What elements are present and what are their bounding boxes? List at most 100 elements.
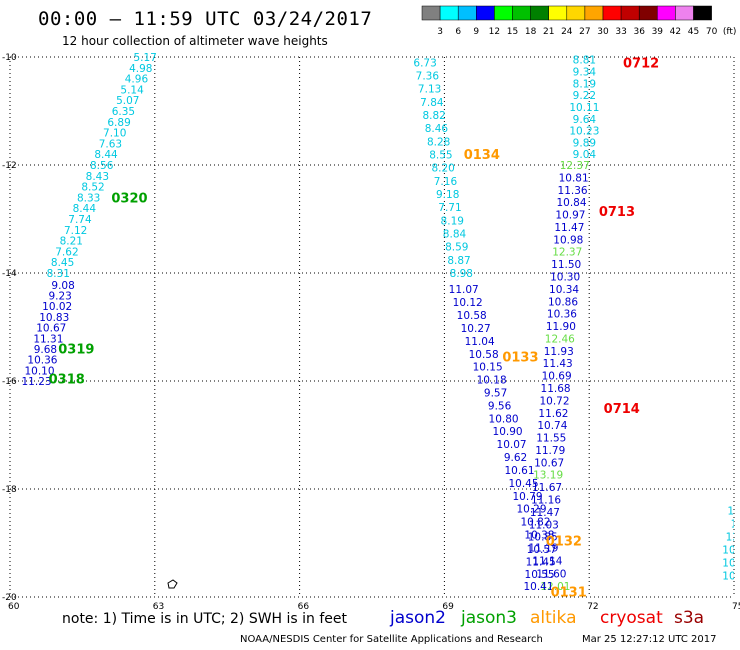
wave-height-value: 11.90 [546,321,576,333]
colorbar-label: (ft) [723,27,737,37]
colorbar-label: 3 [437,27,443,37]
wave-height-value: 10.36 [547,309,577,321]
wave-height-value: 10.86 [548,296,578,308]
wave-height-value: 7.16 [434,176,458,188]
colorbar-label: 36 [633,27,645,37]
wave-height-value: 11.62 [538,408,568,420]
wave-height-value: 11.47 [554,222,584,234]
wave-height-value: 11.31 [33,333,63,345]
wave-height-value: 9.23 [48,291,71,303]
wave-height-value: 12. [726,532,740,544]
wave-height-value: 11.14 [532,555,562,567]
wave-height-value: 10.69 [542,371,572,383]
wave-height-value: 10.9 [722,570,740,582]
wave-height-value: 10.80 [489,413,519,425]
wave-height-value: 8.81 [573,55,596,67]
wave-height-value: 8.19 [441,215,464,227]
wave-height-value: 11.36 [558,185,588,197]
legend-s3a: s3a [674,608,705,628]
colorbar-label: 24 [561,27,573,37]
wave-height-value: 8.84 [443,229,467,241]
wave-height-value: 8.28 [427,136,450,148]
wave-height-value: 11.68 [541,383,571,395]
wave-height-value: 12.46 [545,333,575,345]
wave-height-value: 8.21 [60,236,83,248]
colorbar-label: 33 [615,27,626,37]
wave-height-value: 8.33 [77,192,100,204]
wave-height-value: 10.02 [42,301,72,313]
wave-height-value: 12.01 [540,581,570,593]
colorbar-swatch [693,5,712,21]
wave-height-value: 10.84 [556,197,586,209]
wave-height-value: 11.93 [544,346,574,358]
wave-height-value: 10.61 [504,465,534,477]
wave-height-value: 10.45 [508,478,538,490]
wave-height-value: 8.87 [447,255,470,267]
wave-height-value: 11.47 [530,507,560,519]
legend-cryosat: cryosat [600,608,663,628]
footer-credit: NOAA/NESDIS Center for Satellite Applica… [240,634,543,645]
wave-height-value: 10.72 [539,395,569,407]
wave-height-value: 9.56 [488,400,512,412]
wave-height-value: 9.68 [34,344,57,356]
wave-height-value: 11.67 [532,482,562,494]
wave-height-value: 10.58 [469,349,499,361]
colorbar-label: 39 [652,27,664,37]
chart-title: 00:00 – 11:59 UTC 03/24/2017 [38,8,373,30]
wave-height-value: 9.62 [504,452,527,464]
wave-height-value: 8.43 [86,171,109,183]
wave-height-value: 11.03 [529,519,559,531]
wave-height-value: 10.74 [537,420,567,432]
wave-height-value: 4.96 [125,74,149,86]
wave-height-value: 10.29 [516,504,546,516]
colorbar-label: 21 [543,27,554,37]
wave-height-value: 11.55 [536,433,566,445]
colorbar-label: 18 [525,27,537,37]
pass-time-label: 0713 [599,205,635,220]
wave-height-value: 10.57 [527,544,557,556]
x-tick-label: 72 [587,602,598,612]
wave-height-value: 8.19 [573,78,596,90]
pass-time-label: 0131 [551,586,587,601]
y-tick-label: -10 [2,53,17,63]
wave-height-value: 10.82 [520,517,550,529]
footer-generated: Mar 25 12:27:12 UTC 2017 [582,634,717,645]
wave-height-value: 8.31 [47,268,70,280]
colorbar-label: 9 [473,27,479,37]
colorbar-label: 15 [507,27,518,37]
wave-height-value: 8.82 [422,110,445,122]
wave-height-value: 10.18 [477,375,507,387]
wave-height-value: 11 [727,506,740,518]
wave-height-value: 10.67 [534,457,564,469]
wave-height-value: 10.83 [39,312,69,324]
wave-height-value: 10.4 [722,544,740,556]
wave-height-value: 7.63 [99,138,122,150]
wave-height-value: 10.36 [27,355,57,367]
wave-height-value: 11.43 [543,358,573,370]
wave-height-value: 10.34 [549,284,579,296]
wave-height-value: 10.55 [525,569,555,581]
wave-height-value: 7.71 [438,202,461,214]
wave-height-value: 7.74 [68,214,92,226]
wave-height-value: 10.85 [528,532,558,544]
x-tick-label: 75 [732,602,740,612]
wave-height-value: 10.90 [493,426,523,438]
wave-height-value: 10.11 [569,102,599,114]
wave-height-value: 11.79 [535,445,565,457]
wave-height-value: 8.46 [425,123,449,135]
wave-height-value: 10.12 [453,297,483,309]
y-tick-label: -12 [2,161,17,171]
chart-subtitle: 12 hour collection of altimeter wave hei… [62,34,328,48]
y-tick-label: -18 [2,485,17,495]
pass-time-label: 0132 [546,534,582,549]
x-tick-label: 66 [298,602,310,612]
wave-height-value: 9.08 [51,280,74,292]
wave-height-value: 11.23 [22,376,52,388]
wave-height-value: 11.19 [528,542,558,554]
colorbar-label: 70 [706,27,718,37]
legend-altika: altika [530,608,577,628]
wave-height-value: 8.52 [81,182,104,194]
colorbar-label: 45 [688,27,699,37]
